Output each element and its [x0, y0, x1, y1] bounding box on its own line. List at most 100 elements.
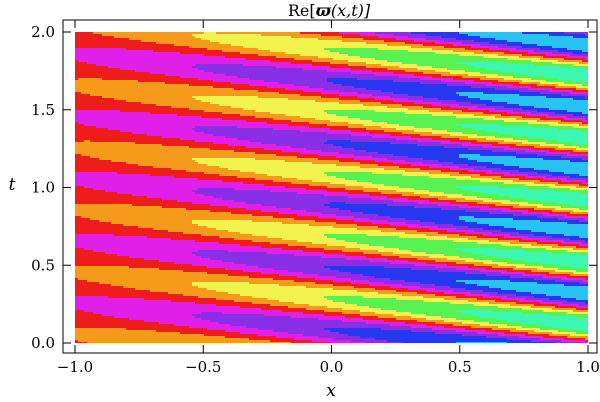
contour-cell [138, 54, 142, 57]
contour-cell [504, 54, 508, 57]
contour-cell [561, 62, 565, 65]
contour-cell [477, 64, 481, 67]
contour-cell [495, 56, 499, 59]
contour-cell [198, 46, 202, 49]
contour-cell [414, 66, 418, 69]
contour-cell [195, 64, 199, 67]
contour-cell [180, 58, 184, 61]
contour-cell [234, 44, 238, 47]
contour-cell [105, 64, 109, 67]
contour-cell [366, 48, 370, 51]
contour-cell [249, 54, 253, 57]
contour-cell [303, 54, 307, 57]
contour-cell [303, 48, 307, 51]
contour-cell [84, 42, 88, 45]
contour-cell [153, 50, 157, 53]
contour-cell [345, 42, 349, 45]
contour-cell [120, 42, 124, 45]
contour-cell [165, 34, 169, 37]
contour-cell [432, 58, 436, 61]
contour-cell [399, 42, 403, 45]
contour-cell [156, 64, 160, 67]
contour-cell [96, 38, 100, 41]
contour-cell [579, 66, 583, 69]
contour-cell [225, 38, 229, 41]
contour-cell [402, 48, 406, 51]
contour-cell [501, 54, 505, 57]
contour-cell [150, 50, 154, 53]
contour-cell [306, 50, 310, 53]
contour-cell [444, 54, 448, 57]
contour-cell [396, 62, 400, 65]
contour-cell [300, 34, 304, 37]
contour-cell [162, 54, 166, 57]
contour-cell [183, 66, 187, 69]
contour-cell [363, 60, 367, 63]
contour-cell [429, 42, 433, 45]
contour-cell [273, 46, 277, 49]
contour-cell [513, 68, 517, 71]
contour-cell [462, 52, 466, 55]
contour-cell [489, 48, 493, 51]
contour-cell [288, 64, 292, 67]
contour-cell [330, 64, 334, 67]
contour-cell [573, 42, 577, 45]
contour-cell [546, 66, 550, 69]
contour-cell [255, 64, 259, 67]
contour-cell [414, 42, 418, 45]
contour-cell [129, 54, 133, 57]
contour-cell [381, 66, 385, 69]
contour-cell [102, 70, 106, 73]
contour-cell [324, 34, 328, 37]
contour-cell [207, 68, 211, 71]
contour-cell [528, 50, 532, 53]
contour-cell [402, 38, 406, 41]
contour-cell [159, 38, 163, 41]
contour-cell [147, 44, 151, 47]
contour-cell [330, 62, 334, 65]
contour-cell [477, 66, 481, 69]
contour-cell [543, 56, 547, 59]
contour-cell [510, 40, 514, 43]
contour-cell [90, 48, 94, 51]
contour-cell [447, 48, 451, 51]
contour-cell [171, 52, 175, 55]
contour-cell [171, 56, 175, 59]
contour-cell [348, 64, 352, 67]
contour-cell [135, 44, 139, 47]
contour-cell [558, 68, 562, 71]
contour-cell [234, 56, 238, 59]
contour-cell [387, 50, 391, 53]
contour-cell [243, 64, 247, 67]
contour-cell [426, 62, 430, 65]
contour-cell [573, 32, 577, 35]
contour-cell [93, 38, 97, 41]
contour-cell [105, 52, 109, 55]
contour-cell [180, 52, 184, 55]
contour-cell [456, 46, 460, 49]
contour-cell [480, 62, 484, 65]
contour-cell [219, 52, 223, 55]
contour-cell [318, 44, 322, 47]
contour-cell [405, 52, 409, 55]
contour-cell [87, 68, 91, 71]
contour-cell [477, 54, 481, 57]
contour-cell [408, 52, 412, 55]
contour-cell [264, 40, 268, 43]
contour-cell [264, 64, 268, 67]
contour-cell [165, 68, 169, 71]
contour-cell [387, 44, 391, 47]
contour-cell [108, 68, 112, 71]
contour-cell [213, 46, 217, 49]
contour-cell [444, 66, 448, 69]
contour-cell [270, 54, 274, 57]
contour-cell [336, 50, 340, 53]
contour-cell [471, 48, 475, 51]
contour-cell [360, 34, 364, 37]
contour-cell [255, 56, 259, 59]
contour-cell [78, 40, 82, 43]
contour-cell [378, 38, 382, 41]
contour-cell [414, 32, 418, 35]
contour-cell [393, 50, 397, 53]
contour-cell [108, 44, 112, 47]
